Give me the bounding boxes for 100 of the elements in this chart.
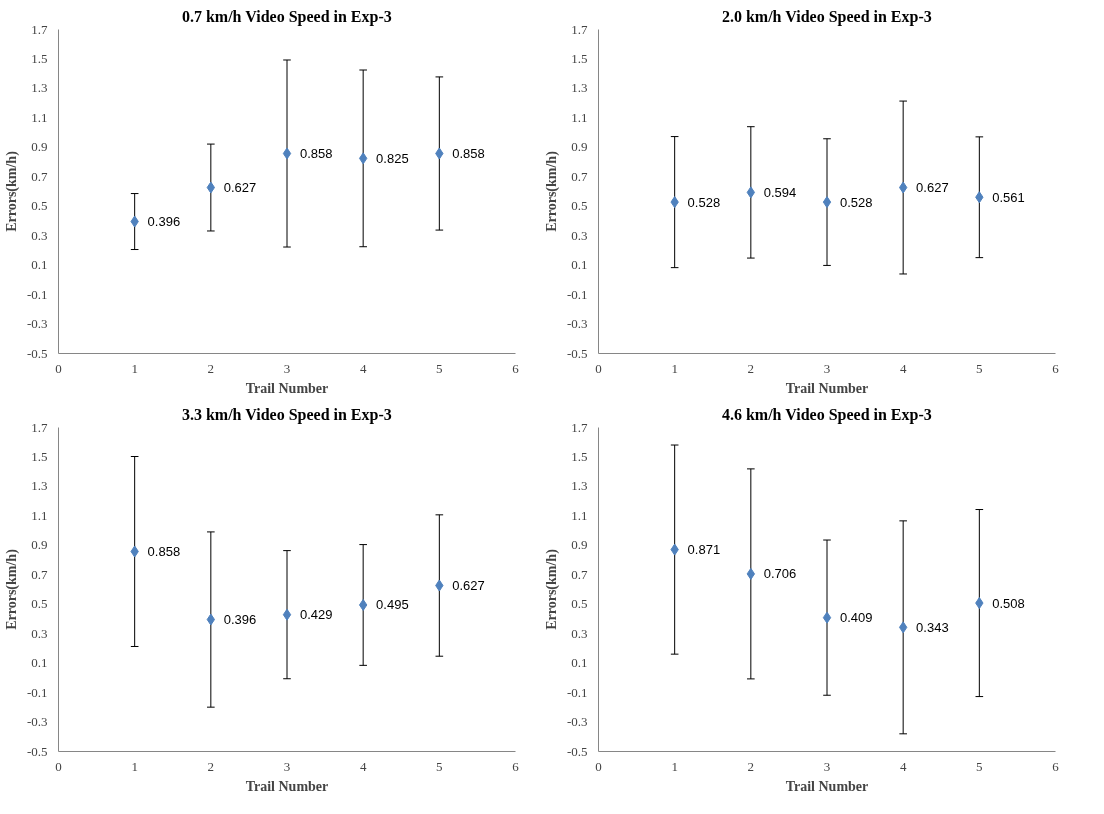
y-tick-label: 1.3	[31, 478, 48, 494]
data-label: 0.396	[223, 612, 257, 628]
y-tick-label: -0.1	[566, 684, 588, 700]
y-tick-label: 1.7	[31, 419, 48, 435]
y-tick-label: 1.5	[571, 448, 588, 464]
y-tick-label: 1.1	[31, 109, 48, 125]
y-tick-label: -0.3	[566, 714, 588, 730]
data-label: 0.594	[763, 184, 797, 200]
x-tick-label: 4	[899, 758, 907, 774]
x-tick-label: 0	[595, 360, 602, 376]
x-tick-label: 0	[55, 360, 62, 376]
x-axis-title: Trail Number	[245, 380, 329, 396]
y-tick-label: 1.7	[571, 419, 588, 435]
chart-title: 0.7 km/h Video Speed in Exp-3	[181, 7, 392, 26]
data-label: 0.561	[992, 189, 1025, 205]
data-label: 0.627	[223, 180, 257, 196]
y-tick-label: 0.1	[31, 655, 48, 671]
y-axis-title: Errors(km/h)	[3, 548, 20, 630]
y-tick-label: 0.7	[31, 168, 48, 184]
y-tick-label: 0.7	[571, 566, 588, 582]
x-tick-label: 4	[359, 360, 367, 376]
y-tick-label: -0.1	[26, 684, 48, 700]
data-label: 0.627	[452, 578, 485, 594]
x-tick-label: 1	[671, 360, 678, 376]
y-tick-label: 1.3	[571, 80, 588, 96]
data-label: 0.528	[839, 194, 873, 210]
y-axis-title: Errors(km/h)	[3, 150, 20, 232]
chart-title: 4.6 km/h Video Speed in Exp-3	[721, 405, 932, 424]
y-tick-label: -0.5	[566, 743, 588, 759]
x-tick-label: 6	[512, 758, 520, 774]
y-tick-label: -0.3	[26, 714, 48, 730]
data-label: 0.871	[687, 542, 721, 558]
y-tick-label: 0.5	[571, 198, 588, 214]
x-tick-label: 0	[595, 758, 602, 774]
y-tick-label: 0.9	[571, 139, 588, 155]
x-tick-label: 1	[131, 360, 138, 376]
x-tick-label: 5	[976, 758, 983, 774]
data-label: 0.409	[839, 610, 873, 626]
x-tick-label: 3	[283, 758, 291, 774]
x-tick-label: 6	[512, 360, 520, 376]
y-tick-label: 0.5	[31, 596, 48, 612]
y-tick-label: 1.3	[31, 80, 48, 96]
y-tick-label: -0.1	[26, 286, 48, 302]
x-tick-label: 3	[823, 758, 831, 774]
y-tick-label: 1.5	[31, 448, 48, 464]
y-tick-label: 1.5	[31, 50, 48, 66]
data-label: 0.627	[916, 180, 949, 196]
y-tick-label: -0.3	[566, 316, 588, 332]
y-tick-label: 1.7	[571, 21, 588, 37]
x-axis-title: Trail Number	[245, 778, 329, 794]
x-tick-label: 1	[131, 758, 138, 774]
x-tick-label: 3	[823, 360, 831, 376]
y-tick-label: 0.5	[31, 198, 48, 214]
y-tick-label: -0.1	[566, 286, 588, 302]
y-tick-label: 0.9	[571, 537, 588, 553]
data-label: 0.858	[452, 146, 485, 161]
x-tick-label: 3	[283, 360, 291, 376]
y-axis-title: Errors(km/h)	[543, 150, 560, 232]
y-tick-label: 0.1	[31, 257, 48, 273]
data-label: 0.429	[299, 607, 333, 623]
x-tick-label: 1	[671, 758, 678, 774]
x-tick-label: 6	[1052, 758, 1060, 774]
y-tick-label: 1.1	[31, 507, 48, 523]
x-tick-label: 5	[436, 758, 443, 774]
x-tick-label: 6	[1052, 360, 1060, 376]
y-tick-label: -0.5	[26, 345, 48, 361]
x-axis-title: Trail Number	[785, 778, 869, 794]
y-axis-title: Errors(km/h)	[543, 548, 560, 630]
data-label: 0.508	[992, 595, 1025, 611]
y-tick-label: 0.1	[571, 655, 588, 671]
data-label: 0.858	[147, 544, 181, 559]
y-tick-label: 1.1	[571, 507, 588, 523]
data-label: 0.825	[376, 150, 409, 166]
y-tick-label: 0.3	[31, 625, 48, 641]
data-label: 0.858	[299, 146, 333, 161]
x-tick-label: 4	[899, 360, 907, 376]
y-tick-label: 0.7	[571, 168, 588, 184]
y-tick-label: 0.3	[571, 625, 588, 641]
chart-title: 2.0 km/h Video Speed in Exp-3	[721, 7, 932, 26]
y-tick-label: 0.1	[571, 257, 588, 273]
y-tick-label: 0.3	[571, 227, 588, 243]
x-tick-label: 5	[976, 360, 983, 376]
x-axis-title: Trail Number	[785, 380, 869, 396]
y-tick-label: 1.5	[571, 50, 588, 66]
data-label: 0.495	[376, 597, 409, 613]
x-tick-label: 0	[55, 758, 62, 774]
y-tick-label: 0.5	[571, 596, 588, 612]
data-label: 0.396	[147, 214, 181, 230]
y-tick-label: 0.9	[31, 139, 48, 155]
y-tick-label: 1.7	[31, 21, 48, 37]
y-tick-label: 0.9	[31, 537, 48, 553]
y-tick-label: -0.5	[26, 743, 48, 759]
y-tick-label: 1.3	[571, 478, 588, 494]
y-tick-label: 0.3	[31, 227, 48, 243]
data-label: 0.528	[687, 194, 721, 210]
x-tick-label: 2	[747, 360, 755, 376]
x-tick-label: 2	[747, 758, 755, 774]
x-tick-label: 4	[359, 758, 367, 774]
y-tick-label: -0.5	[566, 345, 588, 361]
x-tick-label: 2	[207, 360, 215, 376]
